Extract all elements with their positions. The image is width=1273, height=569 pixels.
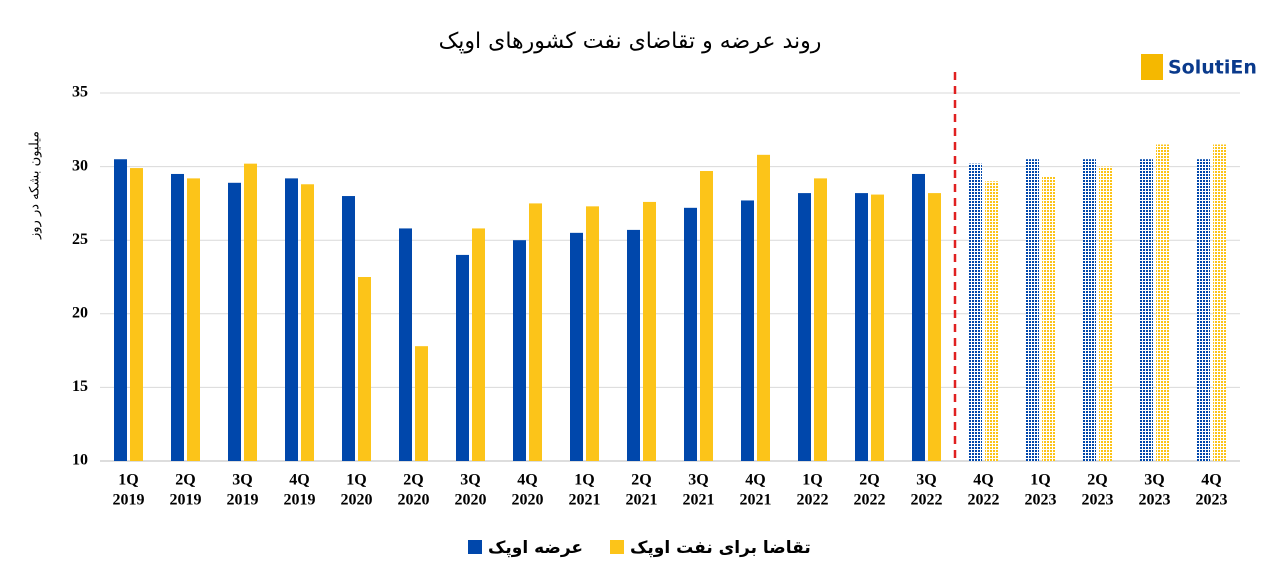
y-tick-label: 25	[72, 231, 88, 248]
x-tick-label: 2021	[626, 492, 658, 509]
x-tick-label: 2022	[968, 492, 1000, 509]
bar	[456, 254, 469, 461]
bar	[187, 178, 200, 461]
bar	[1140, 159, 1153, 462]
bar	[969, 163, 982, 461]
x-tick-label: 4Q	[1201, 472, 1221, 489]
x-tick-label: 2Q	[631, 472, 651, 489]
bar	[1213, 144, 1226, 461]
x-tick-label: 2Q	[175, 472, 195, 489]
x-tick-label: 1Q	[346, 472, 366, 489]
bar	[1042, 176, 1055, 462]
x-tick-label: 2Q	[1087, 472, 1107, 489]
x-tick-label: 2019	[113, 492, 145, 509]
x-tick-label: 2021	[740, 492, 772, 509]
bar	[1099, 166, 1112, 461]
x-tick-label: 3Q	[232, 472, 252, 489]
bar	[358, 277, 371, 461]
bar	[757, 154, 770, 461]
bar	[114, 159, 127, 462]
x-tick-label: 1Q	[118, 472, 138, 489]
x-tick-label: 1Q	[1030, 472, 1050, 489]
legend-label: عرضه اوپک	[488, 538, 583, 558]
legend-label: تقاضا برای نفت اوپک	[630, 538, 811, 558]
x-tick-label: 2020	[341, 492, 373, 509]
x-tick-label: 2019	[284, 492, 316, 509]
y-tick-label: 20	[72, 304, 88, 321]
bar	[912, 173, 925, 461]
bar	[586, 206, 599, 461]
bar	[513, 240, 526, 461]
bar	[301, 184, 314, 461]
bar	[643, 201, 656, 462]
x-tick-label: 2023	[1025, 492, 1057, 509]
x-tick-label: 2023	[1139, 492, 1171, 509]
chart-title: روند عرضه و تقاضای نفت کشورهای اوپک	[439, 29, 822, 54]
bar	[1156, 144, 1169, 461]
y-tick-label: 15	[72, 378, 88, 395]
y-tick-label: 30	[72, 157, 88, 174]
x-tick-label: 1Q	[802, 472, 822, 489]
x-tick-label: 1Q	[574, 472, 594, 489]
x-tick-label: 2023	[1082, 492, 1114, 509]
x-tick-label: 3Q	[916, 472, 936, 489]
x-tick-label: 2022	[797, 492, 829, 509]
bar	[700, 171, 713, 462]
bar	[928, 193, 941, 461]
x-tick-label: 2Q	[403, 472, 423, 489]
y-tick-label: 10	[72, 452, 88, 469]
bar	[871, 194, 884, 461]
x-tick-label: 4Q	[517, 472, 537, 489]
bar	[399, 228, 412, 461]
bar	[244, 163, 257, 461]
bar	[814, 178, 827, 461]
bar	[798, 193, 811, 461]
x-tick-label: 2023	[1196, 492, 1228, 509]
x-tick-label: 2020	[455, 492, 487, 509]
bar	[741, 200, 754, 461]
y-tick-label: 35	[72, 84, 88, 101]
x-tick-label: 2019	[170, 492, 202, 509]
x-tick-label: 3Q	[1144, 472, 1164, 489]
legend-swatch	[610, 540, 624, 554]
x-tick-label: 2020	[512, 492, 544, 509]
bar	[472, 228, 485, 461]
logo: SolutiEn	[1168, 57, 1257, 79]
y-axis-label: میلیون بشکه در روز	[28, 131, 43, 240]
bar	[342, 196, 355, 462]
bar	[285, 178, 298, 461]
x-tick-label: 2020	[398, 492, 430, 509]
x-tick-label: 3Q	[688, 472, 708, 489]
bar	[1026, 159, 1039, 462]
bar	[855, 193, 868, 461]
x-tick-label: 2022	[911, 492, 943, 509]
x-tick-label: 2022	[854, 492, 886, 509]
bar	[228, 182, 241, 462]
x-tick-label: 3Q	[460, 472, 480, 489]
x-tick-label: 2021	[683, 492, 715, 509]
bar	[171, 173, 184, 461]
bar	[985, 181, 998, 461]
bar	[1083, 159, 1096, 462]
x-tick-label: 2021	[569, 492, 601, 509]
bar	[570, 232, 583, 461]
x-tick-label: 2019	[227, 492, 259, 509]
x-tick-label: 4Q	[973, 472, 993, 489]
legend-swatch	[468, 540, 482, 554]
x-tick-label: 2Q	[859, 472, 879, 489]
logo-icon	[1141, 54, 1163, 80]
bar	[130, 168, 143, 461]
bar	[1197, 159, 1210, 462]
bar	[684, 207, 697, 461]
x-tick-label: 4Q	[745, 472, 765, 489]
x-tick-label: 4Q	[289, 472, 309, 489]
bar	[627, 229, 640, 461]
bar	[415, 346, 428, 461]
bar	[529, 203, 542, 461]
